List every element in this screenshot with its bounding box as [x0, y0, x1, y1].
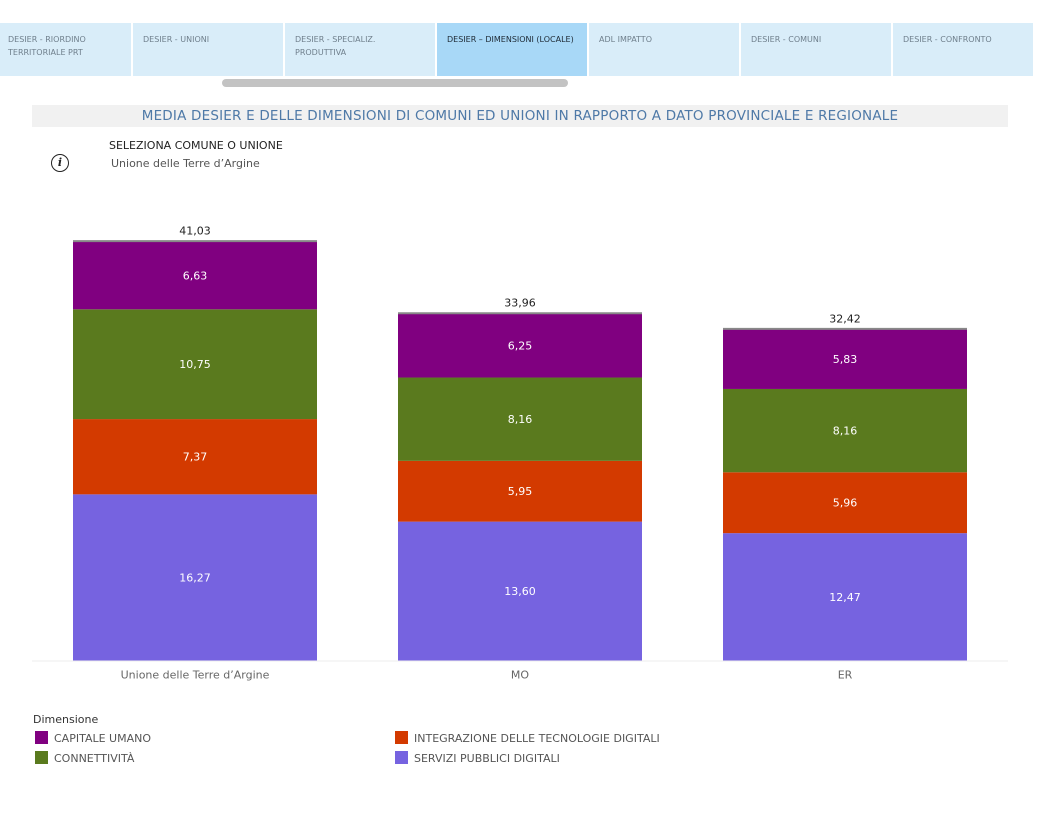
- legend-item-capitale-umano[interactable]: CAPITALE UMANO: [35, 731, 151, 745]
- tab-scrollbar[interactable]: [222, 79, 568, 87]
- tab-dimensioni-locale[interactable]: DESIER – DIMENSIONI (LOCALE): [437, 23, 587, 76]
- stacked-bar-chart: 16,27 7,37 10,75 6,63 41,03 Unione delle Terr…: [32, 225, 1008, 682]
- page-title: MEDIA DESIER E DELLE DIMENSIONI DI COMUN…: [32, 105, 1008, 127]
- total-label: 33,96: [504, 297, 536, 310]
- legend-title: Dimensione: [33, 713, 99, 726]
- bar-segment-capitale_umano: [73, 241, 317, 310]
- category-label: Unione delle Terre d’Argine: [121, 669, 270, 682]
- total-label: 41,03: [179, 225, 211, 238]
- info-icon[interactable]: i: [51, 154, 69, 172]
- tab-bar: DESIER - RIORDINO TERRITORIALE PRT DESIE…: [0, 23, 1033, 76]
- bar-segment-servizi: [398, 521, 642, 661]
- legend-item-servizi[interactable]: SERVIZI PUBBLICI DIGITALI: [395, 751, 560, 765]
- tab-unioni[interactable]: DESIER - UNIONI: [133, 23, 283, 76]
- tab-adl-impatto[interactable]: ADL IMPATTO: [589, 23, 739, 76]
- tab-specializ-produttiva[interactable]: DESIER - SPECIALIZ. PRODUTTIVA: [285, 23, 435, 76]
- tab-riordino-territoriale[interactable]: DESIER - RIORDINO TERRITORIALE PRT: [0, 23, 131, 76]
- data-label: 13,60: [504, 585, 536, 598]
- bar-segment-integrazione: [723, 472, 967, 534]
- bar-segment-integrazione: [398, 460, 642, 522]
- data-label: 16,27: [179, 571, 211, 584]
- legend-swatch-capitale-umano: [35, 731, 48, 744]
- legend-label: INTEGRAZIONE DELLE TECNOLOGIE DIGITALI: [414, 732, 660, 745]
- data-label: 8,16: [833, 425, 858, 438]
- legend-swatch-integrazione: [395, 731, 408, 744]
- data-label: 5,83: [833, 353, 858, 366]
- legend-label: CONNETTIVITÀ: [54, 752, 135, 765]
- bar-segment-connettivita: [73, 309, 317, 420]
- legend-swatch-servizi: [395, 751, 408, 764]
- bar-segment-servizi: [73, 494, 317, 661]
- category-label: ER: [838, 669, 853, 682]
- data-label: 6,63: [183, 269, 208, 282]
- bar-segment-integrazione: [73, 419, 317, 495]
- tab-comuni[interactable]: DESIER - COMUNI: [741, 23, 891, 76]
- legend-swatch-connettivita: [35, 751, 48, 764]
- legend-label: CAPITALE UMANO: [54, 732, 152, 745]
- legend-label: SERVIZI PUBBLICI DIGITALI: [414, 752, 560, 765]
- total-label: 32,42: [829, 312, 861, 325]
- data-label: 6,25: [508, 340, 533, 353]
- data-label: 12,47: [829, 591, 861, 604]
- category-label: MO: [511, 669, 529, 682]
- filter-label: SELEZIONA COMUNE O UNIONE: [109, 139, 283, 152]
- bar-segment-connettivita: [723, 388, 967, 473]
- legend-item-integrazione[interactable]: INTEGRAZIONE DELLE TECNOLOGIE DIGITALI: [395, 731, 660, 745]
- tab-confronto[interactable]: DESIER - CONFRONTO: [893, 23, 1033, 76]
- data-label: 7,37: [183, 451, 208, 464]
- data-label: 10,75: [179, 358, 211, 371]
- legend-item-connettivita[interactable]: CONNETTIVITÀ: [35, 751, 134, 765]
- bar-segment-connettivita: [398, 377, 642, 461]
- bar-segment-capitale_umano: [723, 329, 967, 389]
- bar-segment-servizi: [723, 533, 967, 661]
- filter-value[interactable]: Unione delle Terre d’Argine: [111, 157, 260, 170]
- bar-segment-capitale_umano: [398, 313, 642, 378]
- data-label: 5,95: [508, 485, 533, 498]
- data-label: 8,16: [508, 413, 533, 426]
- data-label: 5,96: [833, 497, 858, 510]
